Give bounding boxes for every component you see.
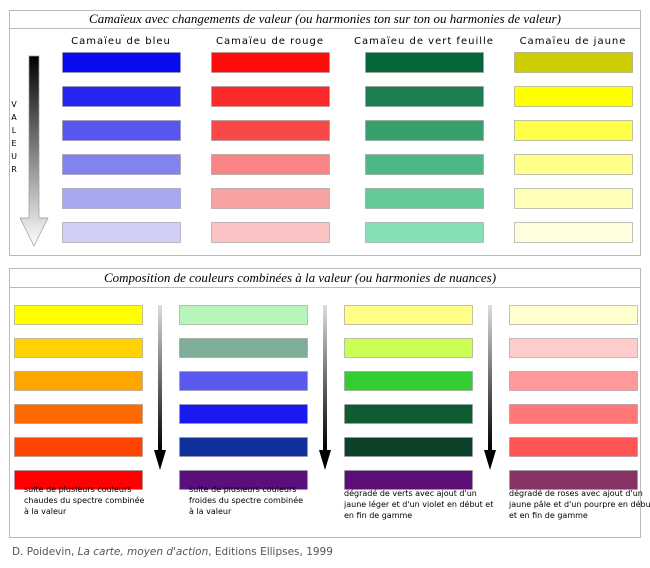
caption: froides du spectre combinée bbox=[189, 495, 303, 505]
panel-frame bbox=[9, 268, 641, 538]
swatch bbox=[14, 305, 143, 325]
swatch bbox=[62, 222, 181, 243]
panel-title: Camaïeux avec changements de valeur (ou … bbox=[89, 11, 561, 26]
swatch bbox=[62, 188, 181, 209]
swatch bbox=[179, 404, 308, 424]
swatch bbox=[344, 338, 473, 358]
swatch bbox=[514, 222, 633, 243]
swatch bbox=[509, 338, 638, 358]
column-label: Camaïeu de vert feuille bbox=[354, 36, 494, 47]
caption: à la valeur bbox=[189, 507, 232, 516]
swatch bbox=[62, 120, 181, 141]
swatch bbox=[365, 188, 484, 209]
caption: jaune pâle et d'un pourpre en début bbox=[508, 499, 650, 509]
caption: dégradé de roses avec ajout d'un bbox=[509, 488, 643, 498]
swatch bbox=[14, 371, 143, 391]
swatch bbox=[509, 404, 638, 424]
swatch bbox=[62, 86, 181, 107]
caption: chaudes du spectre combinée bbox=[24, 495, 145, 505]
swatch bbox=[514, 154, 633, 175]
swatch bbox=[14, 404, 143, 424]
swatch bbox=[365, 86, 484, 107]
swatch bbox=[14, 470, 143, 490]
swatch bbox=[179, 437, 308, 457]
swatch bbox=[179, 371, 308, 391]
swatch bbox=[509, 371, 638, 391]
caption: suite de plusieurs couleurs bbox=[24, 485, 131, 494]
column-label: Camaïeu de rouge bbox=[216, 36, 324, 47]
caption: suite de plusieurs couleurs bbox=[189, 485, 296, 494]
swatch bbox=[14, 437, 143, 457]
swatch bbox=[509, 437, 638, 457]
swatch bbox=[344, 470, 473, 490]
swatch bbox=[211, 52, 330, 73]
swatch bbox=[514, 52, 633, 73]
swatch bbox=[179, 338, 308, 358]
panel-title: Composition de couleurs combinées à la v… bbox=[104, 270, 496, 285]
swatch bbox=[365, 120, 484, 141]
swatch bbox=[344, 404, 473, 424]
column-label: Camaïeu de jaune bbox=[520, 36, 627, 47]
swatch bbox=[514, 86, 633, 107]
swatch bbox=[179, 305, 308, 325]
swatch bbox=[62, 52, 181, 73]
swatch bbox=[211, 86, 330, 107]
column-label: Camaïeu de bleu bbox=[71, 36, 171, 47]
panel-frame bbox=[9, 10, 641, 256]
swatch bbox=[344, 371, 473, 391]
swatch bbox=[211, 120, 330, 141]
swatch bbox=[344, 305, 473, 325]
footer-work: La carte, moyen d'action bbox=[78, 546, 209, 558]
caption: à la valeur bbox=[24, 507, 67, 516]
swatch bbox=[365, 222, 484, 243]
swatch bbox=[62, 154, 181, 175]
footer: D. Poidevin, La carte, moyen d'action, E… bbox=[12, 546, 333, 558]
arrow bbox=[154, 305, 496, 470]
swatch bbox=[344, 437, 473, 457]
swatch bbox=[509, 305, 638, 325]
axis-label: VALEUR bbox=[10, 100, 19, 178]
swatch bbox=[211, 222, 330, 243]
swatch bbox=[514, 120, 633, 141]
value-arrow bbox=[19, 55, 49, 247]
swatch bbox=[365, 154, 484, 175]
swatch bbox=[14, 338, 143, 358]
swatch bbox=[211, 154, 330, 175]
caption: dégradé de verts avec ajout d'un bbox=[344, 488, 477, 498]
caption: jaune léger et d'un violet en début et bbox=[343, 499, 493, 509]
footer-author: D. Poidevin, bbox=[12, 546, 78, 558]
swatch bbox=[365, 52, 484, 73]
swatch bbox=[514, 188, 633, 209]
swatch bbox=[211, 188, 330, 209]
footer-publisher: , Editions Ellipses, 1999 bbox=[208, 546, 333, 558]
caption: en fin de gamme bbox=[344, 511, 412, 520]
swatch bbox=[179, 470, 308, 490]
swatch bbox=[509, 470, 638, 490]
caption: et en fin de gamme bbox=[509, 511, 588, 520]
